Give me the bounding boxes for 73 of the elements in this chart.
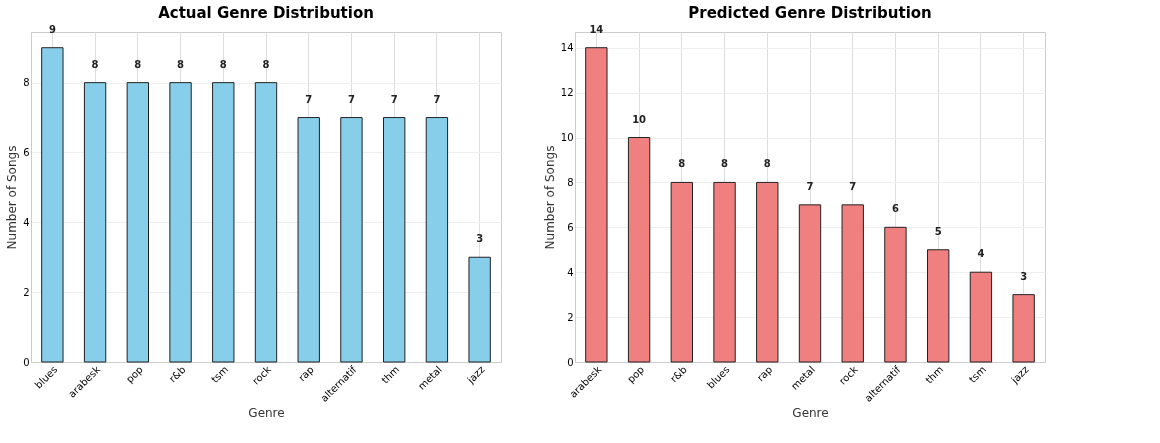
chart-title: Predicted Genre Distribution (688, 3, 932, 22)
data-label: 8 (219, 58, 227, 70)
bar (254, 82, 278, 363)
x-tick-label: tsm (966, 363, 988, 385)
data-label: 10 (632, 113, 647, 125)
data-label: 8 (177, 58, 185, 70)
data-label: 5 (934, 225, 942, 237)
y-tick-label: 0 (23, 356, 30, 368)
bar (756, 181, 779, 363)
y-tick-label: 12 (560, 87, 574, 99)
y-tick-label: 4 (567, 266, 574, 278)
data-label: 8 (262, 58, 270, 70)
data-label: 8 (763, 158, 771, 170)
data-label: 8 (91, 58, 99, 70)
y-axis-title: Number of Songs (542, 145, 557, 250)
y-tick-label: 10 (560, 132, 574, 144)
x-axis-title: Genre (248, 405, 285, 420)
bar (670, 181, 693, 363)
x-tick-label: pop (625, 363, 647, 385)
y-tick-label: 2 (23, 286, 30, 298)
y-tick-label: 14 (560, 42, 574, 54)
x-tick-label: tsm (209, 363, 231, 385)
data-label: 7 (806, 180, 814, 192)
bar (1012, 294, 1035, 363)
y-tick-label: 6 (567, 221, 574, 233)
bar (169, 82, 192, 363)
data-label: 7 (305, 93, 313, 105)
bar (627, 137, 651, 363)
y-tick-label: 6 (23, 146, 30, 158)
data-label: 7 (849, 180, 857, 192)
bar (212, 82, 235, 363)
data-label: 3 (1020, 270, 1028, 282)
data-label: 4 (977, 248, 985, 260)
y-tick-label: 8 (567, 176, 574, 188)
bar (585, 47, 608, 363)
x-axis-title: Genre (792, 405, 829, 420)
bar (83, 82, 107, 363)
bar (340, 117, 363, 363)
bar (841, 204, 864, 363)
bar (468, 256, 491, 363)
bar (798, 204, 822, 363)
chart-title: Actual Genre Distribution (158, 3, 374, 22)
data-label: 14 (589, 23, 604, 35)
x-tick-label: r&b (166, 363, 188, 385)
data-label: 7 (433, 93, 441, 105)
data-label: 6 (891, 203, 899, 215)
bar (884, 226, 907, 363)
bar (927, 249, 950, 363)
data-label: 7 (347, 93, 355, 105)
bar (41, 47, 64, 363)
y-tick-label: 2 (567, 311, 574, 323)
data-label: 8 (721, 158, 729, 170)
data-label: 8 (134, 58, 142, 70)
bar (425, 117, 449, 363)
y-tick-label: 0 (567, 356, 574, 368)
x-tick-label: rap (296, 363, 316, 384)
data-label: 8 (678, 158, 686, 170)
data-label: 7 (390, 93, 398, 105)
x-tick-label: thm (923, 363, 946, 386)
bar (297, 117, 320, 363)
x-tick-label: r&b (668, 363, 689, 385)
bar (969, 271, 993, 363)
y-tick-label: 8 (23, 77, 30, 89)
bar (126, 82, 149, 363)
x-tick-label: pop (123, 363, 145, 385)
bar (383, 117, 406, 363)
y-tick-label: 4 (23, 216, 30, 228)
data-label: 9 (48, 23, 56, 35)
x-tick-label: thm (379, 363, 402, 386)
x-tick-label: rap (754, 363, 775, 384)
y-axis-title: Number of Songs (5, 145, 20, 250)
bar (713, 181, 736, 363)
data-label: 3 (476, 233, 484, 245)
